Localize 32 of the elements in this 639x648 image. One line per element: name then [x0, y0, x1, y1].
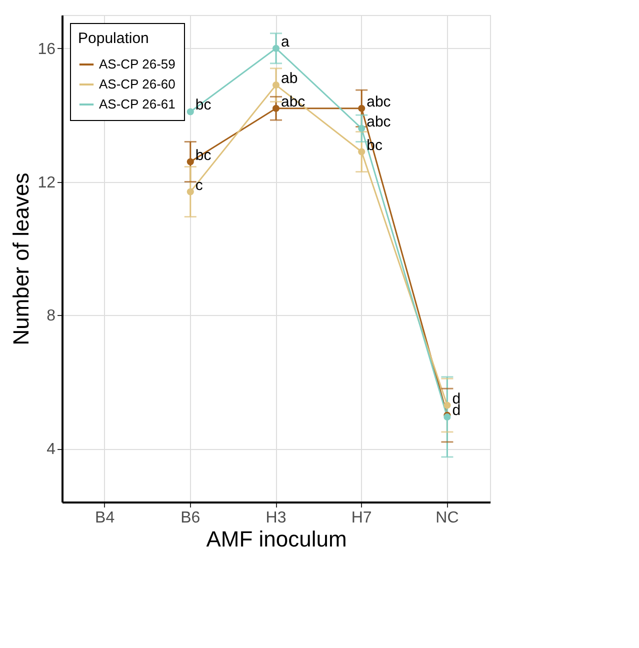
- y-tick-label: 12: [38, 174, 56, 192]
- y-tick-label: 16: [38, 40, 56, 58]
- x-tick-label: B4: [95, 510, 115, 526]
- annotation: abc: [281, 93, 306, 110]
- x-axis-title: AMF inoculum: [206, 526, 347, 552]
- x-tick-label: NC: [436, 510, 459, 526]
- y-tick-label: 4: [46, 441, 56, 458]
- point: [272, 44, 280, 52]
- legend-title: Population: [78, 30, 149, 47]
- point: [358, 104, 366, 112]
- annotation: a: [281, 33, 290, 50]
- annotation: c: [195, 176, 204, 194]
- x-tick-label: H3: [266, 510, 286, 526]
- point: [358, 148, 366, 156]
- annotation: abc: [366, 113, 392, 130]
- point: [272, 82, 280, 89]
- point: [186, 158, 194, 166]
- y-tick-label: 8: [46, 308, 56, 325]
- legend-label: AS-CP 26-60: [99, 76, 176, 92]
- y-axis-title: Number of leaves: [8, 172, 34, 346]
- point: [186, 188, 194, 196]
- annotation: ab: [281, 70, 298, 88]
- x-tick-label: B6: [180, 510, 200, 526]
- point: [358, 124, 366, 132]
- annotation: bc: [195, 96, 212, 114]
- point: [272, 104, 280, 112]
- annotation: abc: [366, 93, 392, 110]
- point: [186, 108, 194, 116]
- x-tick-label: H7: [351, 510, 372, 526]
- legend-label: AS-CP 26-59: [99, 56, 176, 72]
- legend-label: AS-CP 26-61: [99, 96, 176, 112]
- point: [444, 402, 451, 409]
